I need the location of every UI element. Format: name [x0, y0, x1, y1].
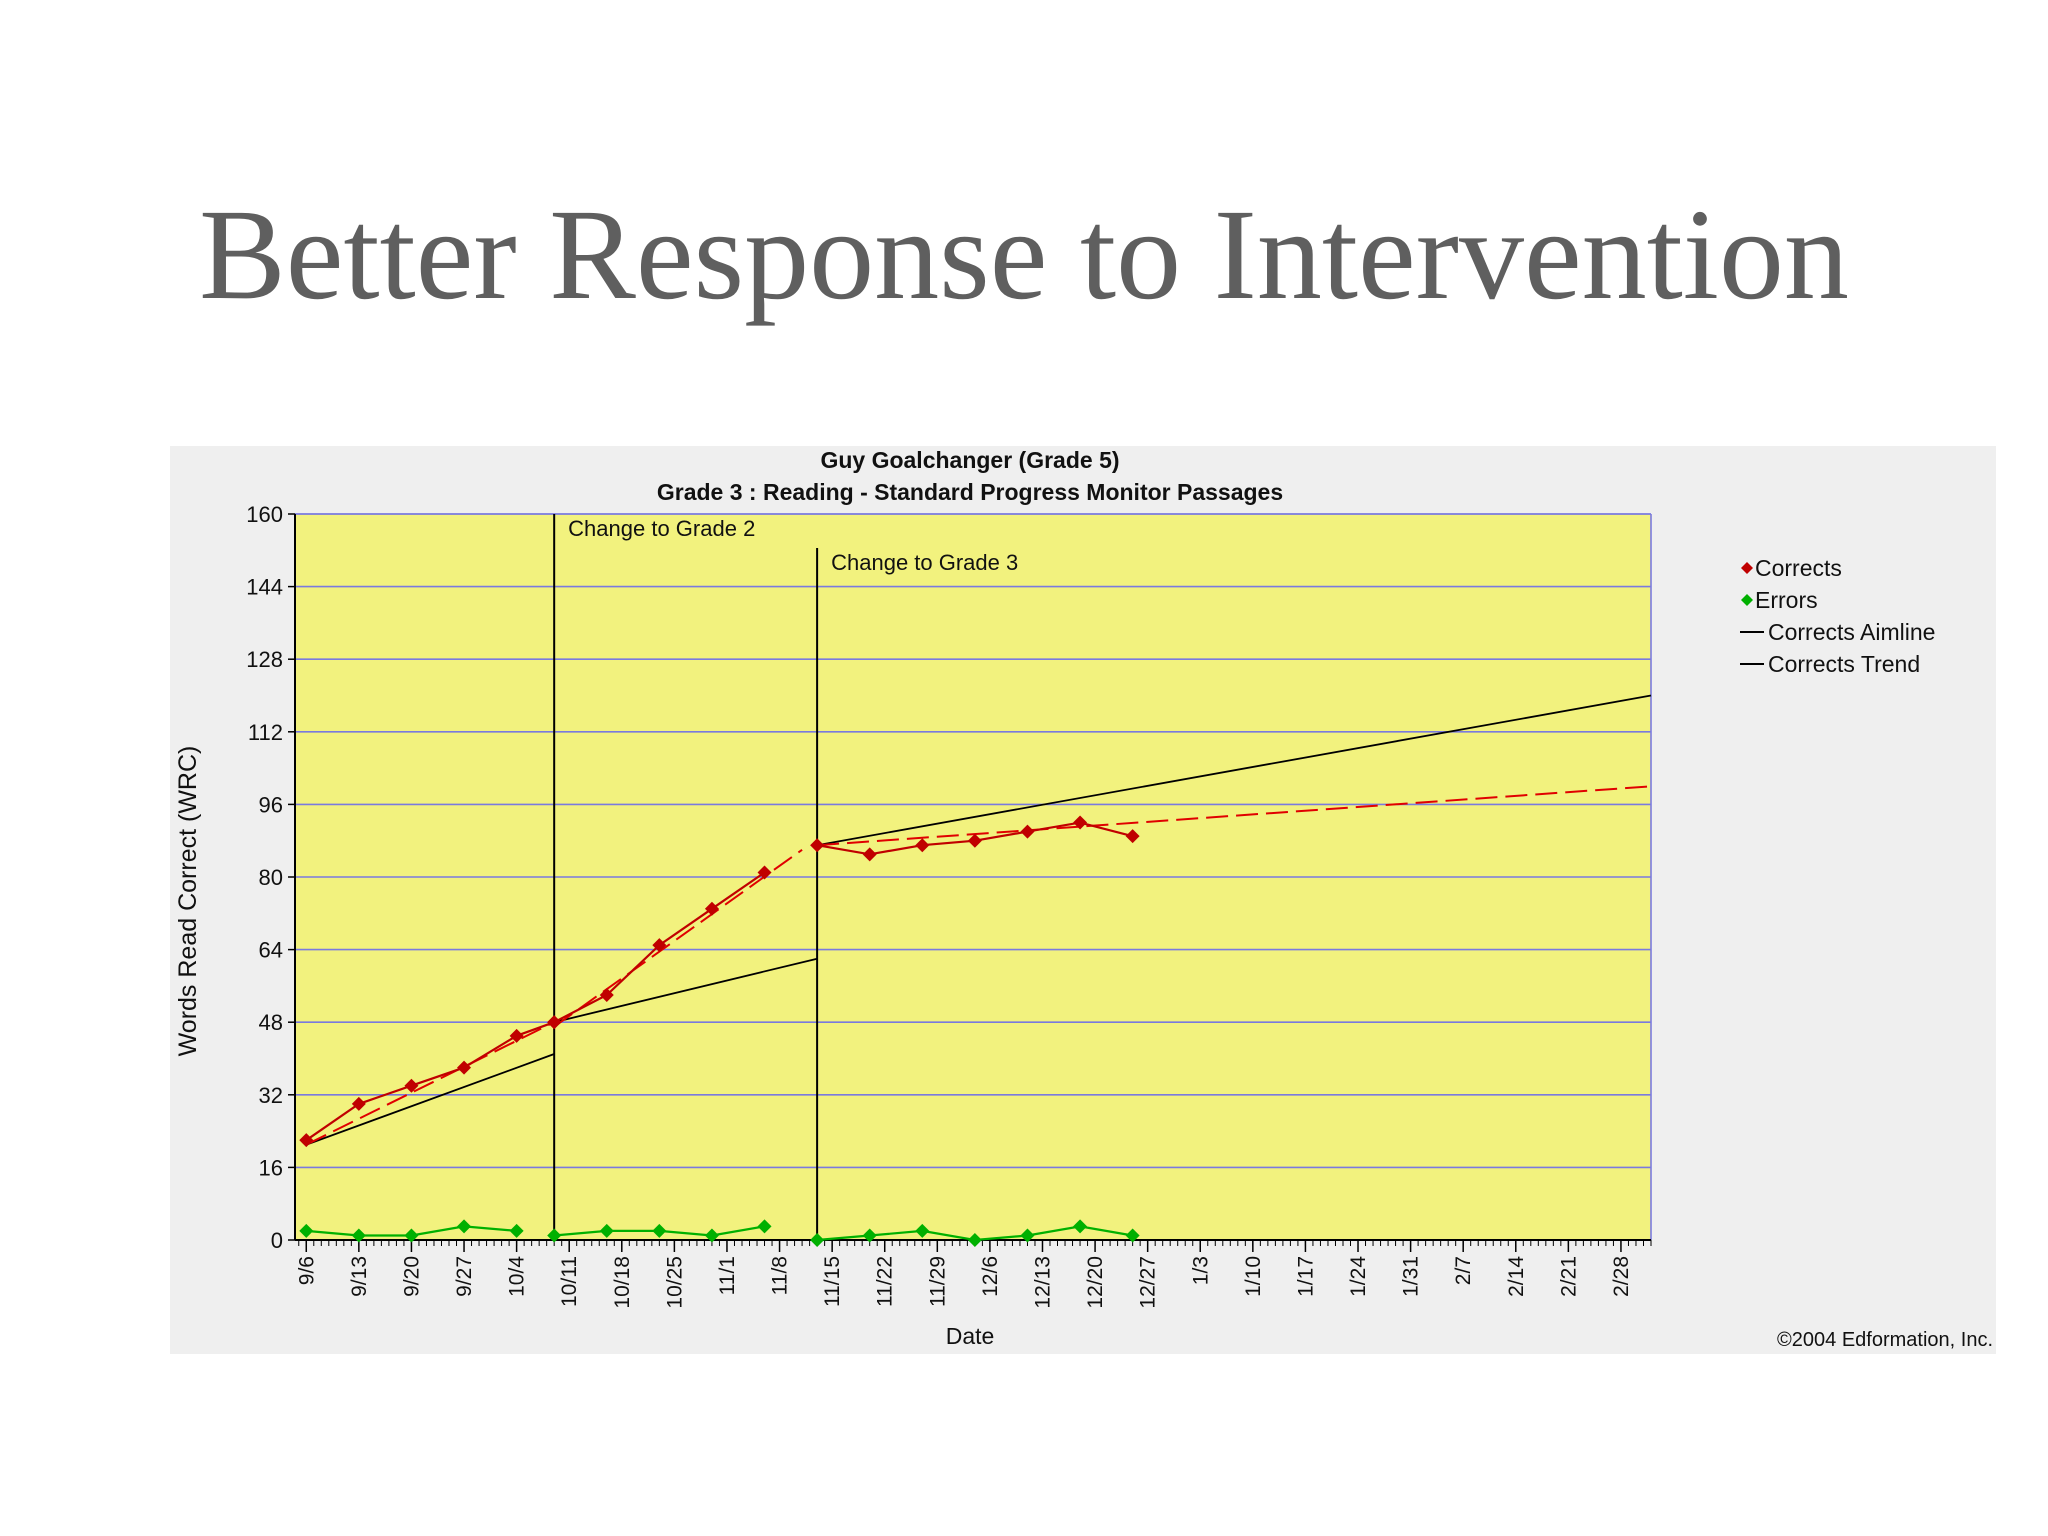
- data-point-corrects: [299, 1133, 314, 1148]
- phase-change-label: Change to Grade 2: [568, 516, 755, 541]
- x-tick-label: 11/8: [769, 1256, 792, 1295]
- chart-title: Guy Goalchanger (Grade 5): [820, 447, 1119, 473]
- x-tick-label: 2/14: [1505, 1256, 1528, 1297]
- x-tick-label: 9/27: [453, 1256, 476, 1297]
- x-tick-label: 10/11: [558, 1256, 581, 1307]
- y-tick-label: 112: [248, 720, 283, 745]
- data-point-errors: [1125, 1228, 1140, 1243]
- data-point-errors: [509, 1223, 524, 1238]
- y-tick-label: 0: [271, 1228, 283, 1253]
- data-point-corrects: [862, 847, 877, 862]
- x-tick-label: 12/27: [1137, 1256, 1160, 1309]
- chart-panel: Guy Goalchanger (Grade 5) Grade 3 : Read…: [170, 446, 1996, 1354]
- x-axis-label: Date: [946, 1323, 995, 1349]
- y-tick-label: 96: [259, 792, 283, 817]
- x-tick-label: 11/1: [716, 1256, 739, 1295]
- chart-svg: Guy Goalchanger (Grade 5) Grade 3 : Read…: [174, 447, 1993, 1351]
- data-point-errors: [810, 1233, 825, 1247]
- legend-label: Corrects Trend: [1768, 651, 1920, 677]
- series-line-corrects: [305, 1021, 555, 1142]
- y-tick-label: 16: [259, 1155, 283, 1180]
- series-line-corrects-trend: [817, 785, 1652, 847]
- data-point-errors: [299, 1223, 314, 1238]
- x-tick-label: 9/6: [295, 1256, 318, 1285]
- data-point-errors: [547, 1228, 562, 1243]
- x-tick-label: 12/20: [1084, 1256, 1107, 1309]
- data-point-corrects: [1020, 824, 1035, 839]
- data-point-corrects: [599, 987, 614, 1002]
- x-tick-label: 1/31: [1400, 1256, 1423, 1297]
- data-point-errors: [1073, 1219, 1088, 1234]
- data-point-errors: [404, 1228, 419, 1243]
- legend-marker: [1741, 594, 1753, 606]
- y-tick-label: 32: [259, 1083, 283, 1108]
- legend-label: Corrects: [1755, 555, 1842, 581]
- y-tick-label: 144: [246, 575, 283, 600]
- x-tick-label: 1/10: [1242, 1256, 1265, 1297]
- x-tick-label: 1/17: [1294, 1256, 1317, 1297]
- y-axis-label: Words Read Correct (WRC): [174, 746, 202, 1057]
- series-line-corrects-trend: [305, 1021, 555, 1146]
- data-point-errors: [967, 1233, 982, 1247]
- data-point-errors: [704, 1228, 719, 1243]
- y-tick-label: 48: [259, 1010, 283, 1035]
- data-point-corrects: [652, 938, 667, 953]
- x-tick-label: 10/4: [506, 1256, 529, 1297]
- data-point-corrects: [1073, 815, 1088, 830]
- series-line-corrects-aimline: [305, 1053, 555, 1146]
- legend-label: Corrects Aimline: [1768, 619, 1935, 645]
- data-point-corrects: [704, 901, 719, 916]
- x-tick-label: 2/28: [1610, 1256, 1633, 1297]
- x-tick-label: 2/7: [1452, 1256, 1475, 1285]
- y-tick-label: 80: [259, 865, 283, 890]
- x-tick-label: 10/25: [663, 1256, 686, 1309]
- x-tick-label: 9/20: [400, 1256, 423, 1297]
- y-tick-label: 64: [259, 938, 283, 963]
- x-tick-label: 1/3: [1189, 1256, 1212, 1285]
- slide-title: Better Response to Intervention: [199, 183, 1849, 327]
- x-tick-label: 2/21: [1557, 1256, 1580, 1297]
- copyright-text: ©2004 Edformation, Inc.: [1777, 1329, 1993, 1351]
- x-tick-label: 10/18: [611, 1256, 634, 1309]
- data-point-errors: [1020, 1228, 1035, 1243]
- data-point-corrects: [1125, 829, 1140, 844]
- data-point-errors: [599, 1223, 614, 1238]
- plot-area: 0 16 32 48 64 80 96 112 128 144 160 9/6 9/13 9/20 9/27…: [246, 502, 1652, 1309]
- x-tick-label: 11/29: [926, 1256, 949, 1307]
- legend-label: Errors: [1755, 587, 1818, 613]
- legend: Corrects Errors Corrects Aimline Corrects T…: [1740, 555, 1935, 677]
- data-point-corrects: [967, 833, 982, 848]
- data-point-errors: [351, 1228, 366, 1243]
- series-line-corrects-aimline: [553, 957, 818, 1024]
- x-tick-label: 11/15: [821, 1256, 844, 1307]
- data-point-corrects: [404, 1078, 419, 1093]
- data-point-errors: [757, 1219, 772, 1234]
- x-tick-label: 11/22: [874, 1256, 897, 1307]
- series-line-corrects-trend: [553, 848, 803, 1028]
- data-point-corrects: [757, 865, 772, 880]
- y-tick-label: 128: [246, 647, 283, 672]
- phase-change-label: Change to Grade 3: [831, 550, 1018, 575]
- data-point-corrects: [810, 838, 825, 853]
- x-tick-label: 12/13: [1031, 1256, 1054, 1309]
- chart-subtitle: Grade 3 : Reading - Standard Progress Mo…: [657, 479, 1283, 505]
- data-point-corrects: [547, 1015, 562, 1030]
- legend-marker: [1741, 562, 1753, 574]
- data-point-errors: [915, 1223, 930, 1238]
- data-point-corrects: [457, 1060, 472, 1075]
- data-point-corrects: [915, 838, 930, 853]
- y-tick-label: 160: [246, 502, 283, 527]
- data-point-errors: [652, 1223, 667, 1238]
- series-line-corrects-aimline: [816, 694, 1652, 847]
- data-point-errors: [862, 1228, 877, 1243]
- x-tick-label: 1/24: [1347, 1256, 1370, 1297]
- x-tick-label: 12/6: [979, 1256, 1002, 1297]
- x-tick-label: 9/13: [348, 1256, 371, 1297]
- data-point-errors: [457, 1219, 472, 1234]
- data-point-corrects: [509, 1028, 524, 1043]
- data-point-corrects: [351, 1096, 366, 1111]
